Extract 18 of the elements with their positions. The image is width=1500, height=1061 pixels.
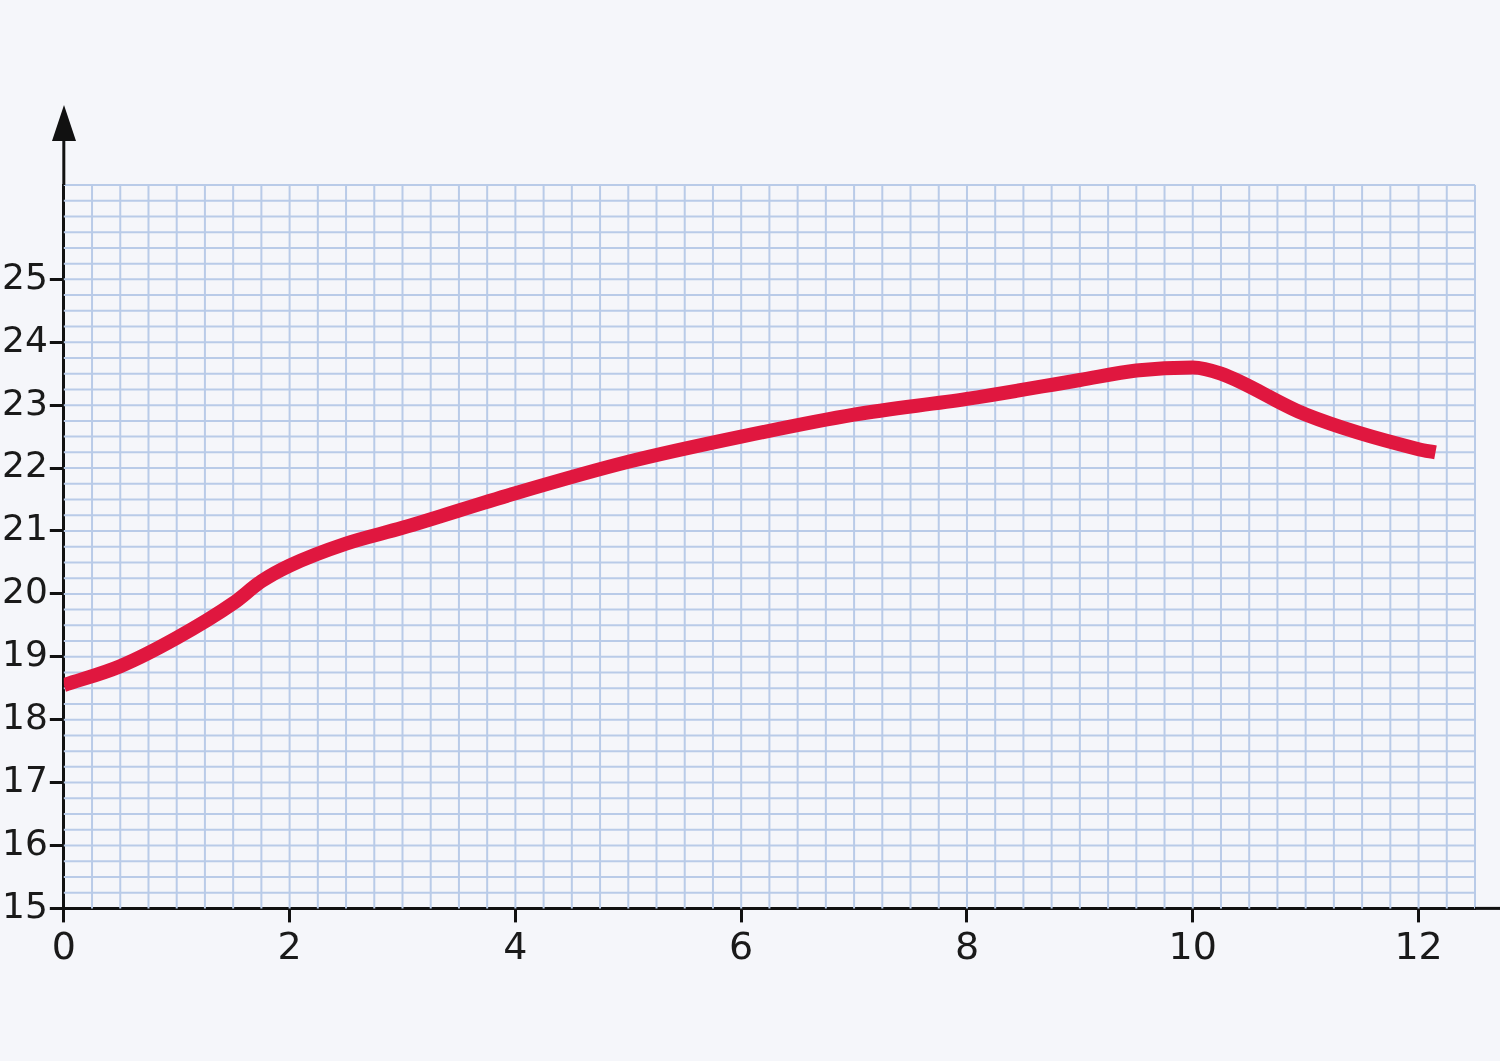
y-tick-label: 19 xyxy=(2,633,48,675)
x-tick-label: 6 xyxy=(729,924,754,969)
y-tick-label: 24 xyxy=(2,318,48,360)
y-tick-label: 18 xyxy=(2,696,48,738)
y-tick-label: 15 xyxy=(2,884,48,926)
x-tick-label: 0 xyxy=(51,924,76,969)
x-tick-label: 4 xyxy=(503,924,528,969)
x-tick-label: 12 xyxy=(1394,924,1443,969)
x-tick-label: 2 xyxy=(277,924,302,969)
y-tick-label: 25 xyxy=(2,255,48,297)
y-tick-label: 21 xyxy=(2,507,48,549)
y-tick-label: 17 xyxy=(2,758,48,800)
y-tick-label: 23 xyxy=(2,381,48,423)
x-tick-label: 10 xyxy=(1168,924,1217,969)
y-tick-label: 20 xyxy=(2,570,48,612)
y-tick-label: 22 xyxy=(2,444,48,486)
x-tick-label: 8 xyxy=(954,924,980,969)
y-tick-label: 16 xyxy=(2,821,48,863)
